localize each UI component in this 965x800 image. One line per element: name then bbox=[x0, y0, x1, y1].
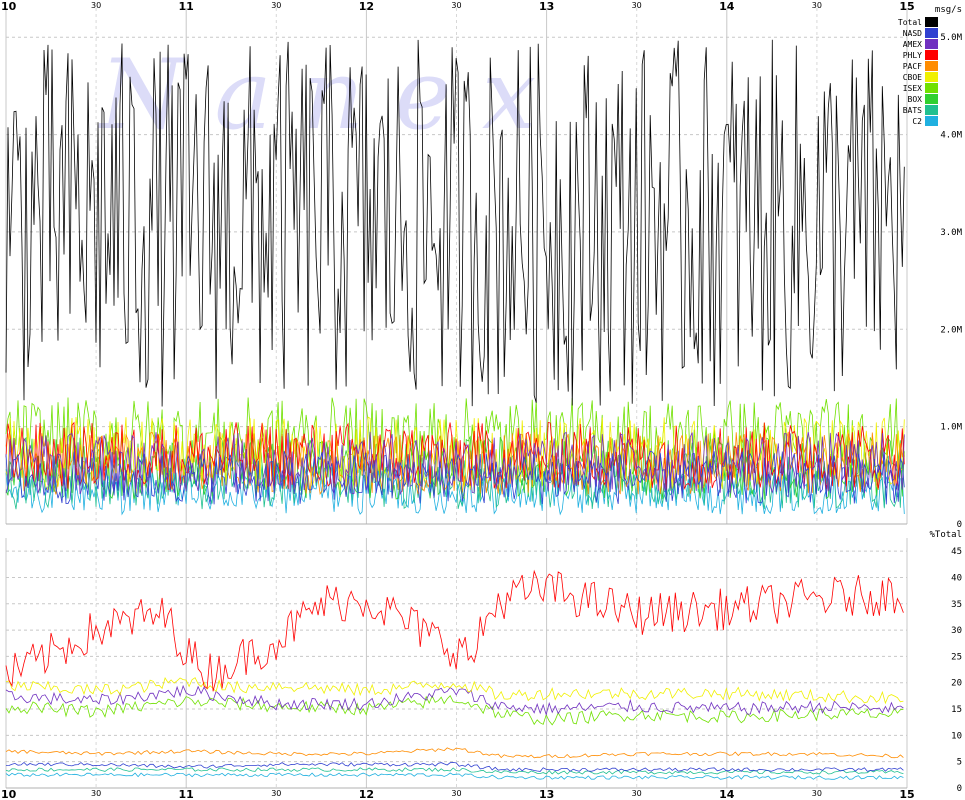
legend-layer: Total NASD AMEX PHLY PACF CBOE ISEX BOX BATS C2 bbox=[898, 17, 938, 126]
bottom-series-line-bats-0 bbox=[5, 767, 904, 775]
bottom-series-line-nasd-0 bbox=[5, 761, 904, 772]
x-hour-label-top-13: 13 bbox=[539, 0, 554, 13]
legend-swatch-isex bbox=[925, 83, 938, 93]
x-minute-label-bottom-14: 30 bbox=[812, 789, 822, 798]
legend-label-c2: C2 bbox=[912, 117, 922, 126]
x-minute-label-top-14: 30 bbox=[812, 1, 822, 10]
x-minute-label-top-10: 30 bbox=[91, 1, 101, 10]
x-hour-label-top-14: 14 bbox=[719, 0, 735, 13]
bottom-ytick-label-10: 10 bbox=[951, 731, 962, 741]
bottom-ytick-label-20: 20 bbox=[951, 679, 962, 689]
legend-label-isex: ISEX bbox=[903, 84, 922, 93]
x-hour-label-bottom-10: 10 bbox=[1, 788, 17, 800]
legend-label-box: BOX bbox=[908, 95, 923, 104]
legend-label-total: Total bbox=[898, 18, 922, 27]
legend-label-bats: BATS bbox=[903, 106, 922, 115]
top-ytick-label-0: 0 bbox=[957, 520, 962, 530]
x-hour-label-bottom-12: 12 bbox=[359, 788, 374, 800]
legend-label-amex: AMEX bbox=[903, 40, 922, 49]
x-minute-label-bottom-12: 30 bbox=[451, 789, 461, 798]
legend-label-pacf: PACF bbox=[903, 62, 922, 71]
x-hour-label-top-11: 11 bbox=[179, 0, 194, 13]
legend-label-nasd: NASD bbox=[903, 29, 922, 38]
bottom-series-line-isex-0 bbox=[5, 695, 904, 726]
bottom-ytick-label-40: 40 bbox=[951, 573, 962, 583]
x-hour-label-top-12: 12 bbox=[359, 0, 374, 13]
legend-swatch-amex bbox=[925, 39, 938, 49]
bottom-unit-label: %Total bbox=[929, 530, 962, 540]
legend-swatch-cboe bbox=[925, 72, 938, 82]
grid-layer bbox=[5, 8, 908, 789]
legend-swatch-pacf bbox=[925, 61, 938, 71]
legend-swatch-total bbox=[925, 17, 938, 27]
top-series-line-total bbox=[5, 39, 905, 407]
legend-swatch-c2 bbox=[925, 116, 938, 126]
bottom-series-line-phly-0 bbox=[5, 569, 904, 692]
x-minute-label-bottom-13: 30 bbox=[632, 789, 642, 798]
bottom-ytick-label-15: 15 bbox=[951, 705, 962, 715]
bottom-ytick-label-35: 35 bbox=[951, 600, 962, 610]
top-series-line-nasd bbox=[5, 450, 905, 505]
bottom-ytick-label-0: 0 bbox=[957, 784, 962, 794]
x-minute-label-bottom-11: 30 bbox=[271, 789, 281, 798]
series-layer bbox=[5, 39, 905, 780]
x-minute-label-top-11: 30 bbox=[271, 1, 281, 10]
legend-label-cboe: CBOE bbox=[903, 73, 922, 82]
top-unit-label: msg/s bbox=[935, 5, 962, 15]
top-ytick-label-2.0M: 2.0M bbox=[940, 325, 962, 335]
x-hour-label-bottom-13: 13 bbox=[539, 788, 554, 800]
x-minute-label-top-12: 30 bbox=[451, 1, 461, 10]
legend-swatch-bats bbox=[925, 105, 938, 115]
top-ytick-label-3.0M: 3.0M bbox=[940, 228, 962, 238]
x-hour-label-top-10: 10 bbox=[1, 0, 17, 13]
top-ytick-label-4.0M: 4.0M bbox=[940, 131, 962, 141]
legend-swatch-nasd bbox=[925, 28, 938, 38]
bottom-ytick-label-25: 25 bbox=[951, 652, 962, 662]
top-series-line-amex bbox=[5, 431, 905, 496]
legend-swatch-phly bbox=[925, 50, 938, 60]
legend-label-phly: PHLY bbox=[903, 51, 922, 60]
bottom-series-line-amex-0 bbox=[5, 684, 904, 717]
bottom-ytick-label-5: 5 bbox=[957, 758, 962, 768]
top-ytick-label-5.0M: 5.0M bbox=[940, 33, 962, 43]
legend-swatch-box bbox=[925, 94, 938, 104]
top-series-line-c2 bbox=[5, 470, 905, 516]
bottom-series-line-pacf-0 bbox=[5, 747, 904, 759]
x-hour-label-bottom-14: 14 bbox=[719, 788, 735, 800]
bottom-series-line-c2-0 bbox=[5, 772, 904, 780]
top-ytick-label-1.0M: 1.0M bbox=[940, 423, 962, 433]
x-hour-label-top-15: 15 bbox=[899, 0, 914, 13]
x-hour-label-bottom-11: 11 bbox=[179, 788, 194, 800]
bottom-ytick-label-45: 45 bbox=[951, 547, 962, 557]
x-hour-label-bottom-15: 15 bbox=[899, 788, 914, 800]
x-minute-label-top-13: 30 bbox=[632, 1, 642, 10]
bottom-series-line-cboe-0 bbox=[5, 677, 904, 705]
x-minute-label-bottom-10: 30 bbox=[91, 789, 101, 798]
bottom-ytick-label-30: 30 bbox=[951, 626, 962, 636]
